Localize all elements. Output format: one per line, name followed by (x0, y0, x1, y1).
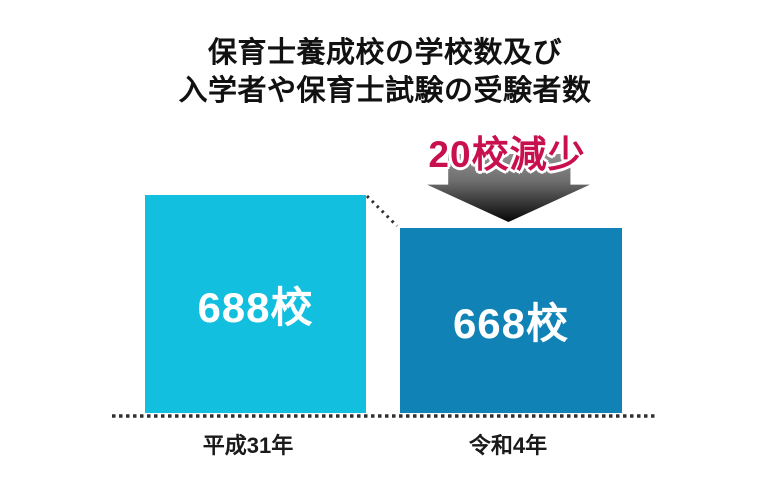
bar-reiwa4-value: 668校 (452, 300, 570, 347)
axis-label-reiwa4: 令和4年 (468, 433, 548, 458)
chart-title: 保育士養成校の学校数及び 入学者や保育士試験の受験者数 (0, 34, 770, 110)
chart-title-line2: 入学者や保育士試験の受験者数 (178, 75, 592, 107)
bar-heisei31-value: 688校 (197, 283, 314, 331)
axis-label-heisei31: 平成31年 (202, 433, 294, 458)
dotted-decline-connector (365, 194, 399, 228)
decrease-annotation-label: 20校減少 (428, 134, 586, 175)
chart-title-line1: 保育士養成校の学校数及び (207, 37, 562, 69)
bar-heisei31: 688校 (145, 195, 366, 413)
bar-reiwa4: 668校 (400, 228, 622, 413)
